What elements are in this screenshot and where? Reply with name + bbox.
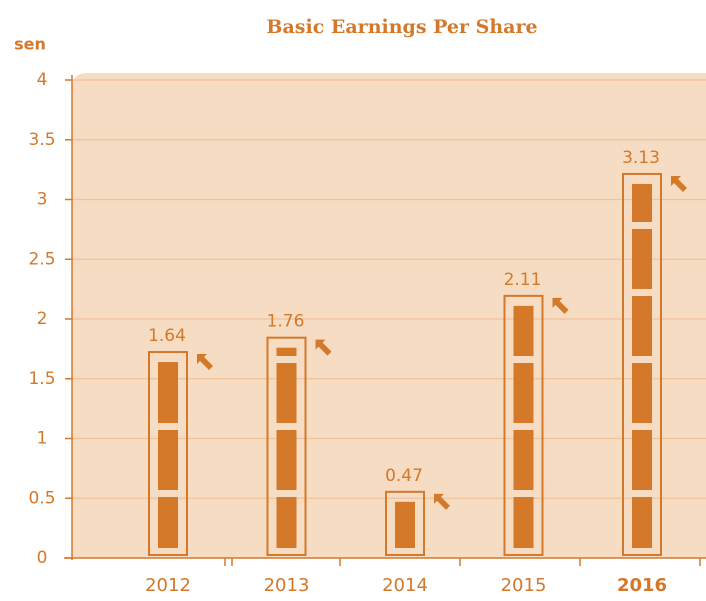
y-tick-label: 0.5 <box>28 488 55 508</box>
y-tick-label: 4 <box>37 70 48 90</box>
bar-outline <box>622 172 662 556</box>
bar-gap <box>276 490 297 497</box>
y-tick-label: 1.5 <box>28 369 55 389</box>
grid <box>72 79 706 499</box>
bar-outline <box>503 294 544 556</box>
bar-gap <box>158 423 178 430</box>
arrow-icon <box>197 354 213 371</box>
bar-gap <box>632 356 652 363</box>
x-tick-label: 2016 <box>617 575 667 596</box>
value-label: 0.47 <box>385 466 423 486</box>
x-tick-label: 2013 <box>264 575 310 596</box>
bar <box>276 347 297 548</box>
arrow-icon <box>552 297 569 314</box>
plot-background <box>72 73 706 558</box>
bar-gap <box>276 423 297 430</box>
bar-gap <box>158 490 178 497</box>
chart-title: Basic Earnings Per Share <box>266 16 537 38</box>
arrow-icon <box>315 339 332 356</box>
bar-gap <box>632 222 652 229</box>
bar-outline <box>266 336 307 556</box>
bar-outline <box>148 351 188 556</box>
value-label: 2.11 <box>504 270 542 290</box>
y-tick-label: 2 <box>37 309 48 329</box>
bar-gap <box>632 490 652 497</box>
arrow-icon <box>434 493 450 510</box>
value-label: 1.76 <box>267 312 305 332</box>
x-tick-label: 2012 <box>145 575 191 596</box>
bars: 1.64 1.76 0.47 2.11 3.13 <box>148 148 687 556</box>
bar-gap <box>632 289 652 296</box>
bar <box>395 501 415 548</box>
x-tick-label: 2014 <box>382 575 428 596</box>
bar <box>158 362 178 548</box>
y-tick-label: 3.5 <box>28 130 55 150</box>
y-axis-label: sen <box>14 35 46 54</box>
bar-outline <box>385 490 425 556</box>
bar <box>632 183 652 548</box>
bar-gap <box>632 423 652 430</box>
arrow-icon <box>671 175 687 192</box>
x-tick-label: 2015 <box>501 575 547 596</box>
bar-gap <box>513 490 534 497</box>
y-tick-label: 2.5 <box>28 249 55 269</box>
y-tick-label: 0 <box>37 548 48 568</box>
bar-gap <box>276 356 297 363</box>
bar-gap <box>513 356 534 363</box>
value-label: 1.64 <box>148 326 186 346</box>
bar-gap <box>513 423 534 430</box>
y-tick-label: 3 <box>37 190 48 210</box>
y-tick-label: 1 <box>37 429 48 449</box>
value-label: 3.13 <box>622 148 660 168</box>
